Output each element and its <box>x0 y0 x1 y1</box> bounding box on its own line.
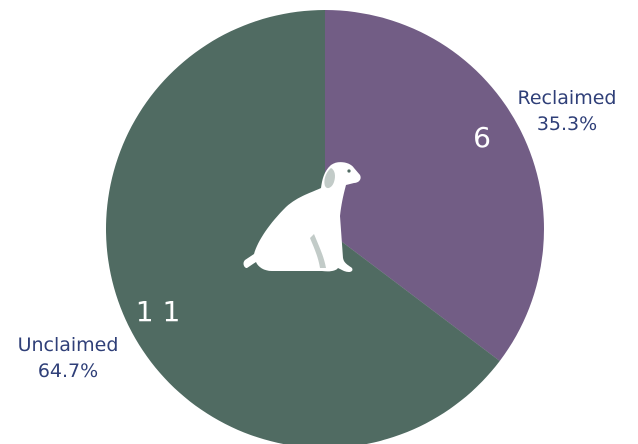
slice-value-reclaimed: 6 <box>473 121 491 154</box>
legend-percent-unclaimed: 64.7% <box>38 360 98 382</box>
legend-percent-reclaimed: 35.3% <box>537 113 597 135</box>
sitting-dog-icon <box>243 162 361 272</box>
legend-label-reclaimed: Reclaimed <box>518 87 617 109</box>
legend-label-unclaimed: Unclaimed <box>18 334 119 356</box>
pie-slice-reclaimed <box>325 10 544 361</box>
slice-value-unclaimed: 1 1 <box>136 295 181 328</box>
